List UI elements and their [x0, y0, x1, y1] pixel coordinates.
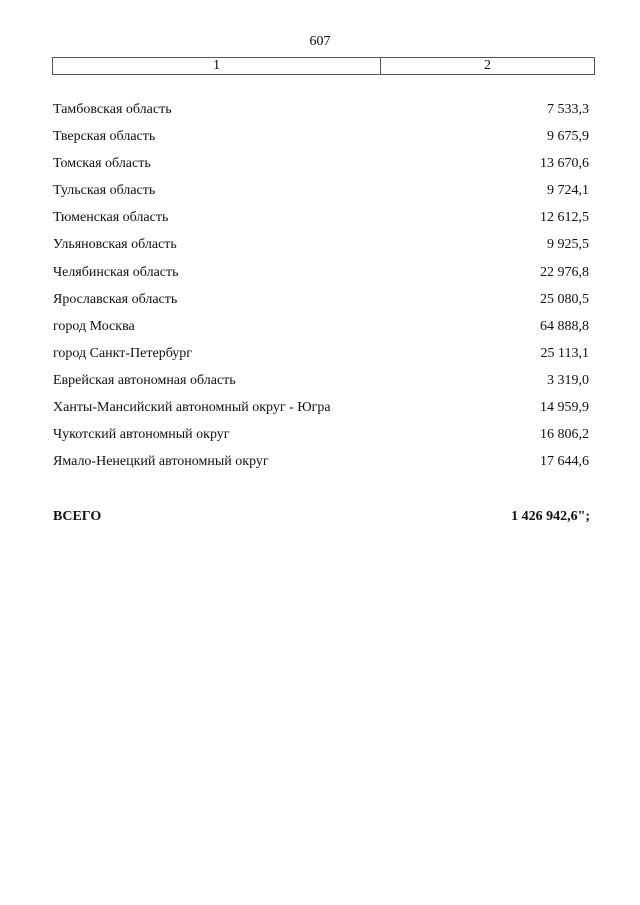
region-name: Тамбовская область	[53, 102, 172, 117]
column-header-1: 1	[53, 58, 381, 74]
table-row: Тамбовская область 7 533,3	[53, 101, 589, 128]
table-row: Ханты-Мансийский автономный округ - Югра…	[53, 399, 589, 426]
total-row: ВСЕГО 1 426 942,6";	[53, 509, 590, 525]
region-value: 17 644,6	[540, 454, 589, 470]
table-row: Тульская область 9 724,1	[53, 182, 589, 209]
table-body: Тамбовская область 7 533,3 Тверская област…	[53, 101, 589, 480]
page-number: 607	[309, 34, 331, 49]
table-row: город Санкт-Петербург 25 113,1	[53, 345, 589, 372]
column-header-2: 2	[484, 58, 491, 73]
region-name: Челябинская область	[53, 264, 179, 280]
region-name: Томская область	[53, 156, 151, 172]
region-value: 9 724,1	[547, 183, 589, 199]
region-value: 14 959,9	[540, 400, 589, 416]
region-name: Ханты-Мансийский автономный округ - Югра	[53, 400, 331, 416]
region-value: 9 675,9	[547, 129, 589, 145]
region-name: Ульяновская область	[53, 237, 177, 253]
region-value: 25 080,5	[540, 291, 589, 307]
region-value: 22 976,8	[540, 264, 589, 280]
region-name: Чукотский автономный округ	[53, 427, 230, 443]
total-label: ВСЕГО	[53, 509, 102, 524]
table-row: Тверская область 9 675,9	[53, 128, 589, 155]
table-row: Томская область 13 670,6	[53, 155, 589, 182]
region-name: Тульская область	[53, 183, 156, 199]
region-value: 25 113,1	[540, 345, 589, 361]
region-value: 9 925,5	[547, 237, 589, 253]
table-row: город Москва 64 888,8	[53, 318, 589, 345]
table-row: Чукотский автономный округ 16 806,2	[53, 426, 589, 453]
total-value: 1 426 942,6";	[511, 509, 590, 524]
table-row: Ярославская область 25 080,5	[53, 291, 589, 318]
region-value: 3 319,0	[547, 372, 589, 388]
table-row: Ямало-Ненецкий автономный округ 17 644,6	[53, 453, 589, 480]
region-name: Еврейская автономная область	[53, 372, 236, 388]
region-value: 12 612,5	[540, 210, 589, 226]
region-value: 64 888,8	[540, 318, 589, 334]
region-value: 16 806,2	[540, 427, 589, 443]
region-value: 7 533,3	[547, 102, 589, 117]
table-row: Еврейская автономная область 3 319,0	[53, 372, 589, 399]
region-name: Тверская область	[53, 129, 156, 145]
region-name: Тюменская область	[53, 210, 169, 226]
region-name: Ямало-Ненецкий автономный округ	[53, 454, 269, 470]
region-name: город Санкт-Петербург	[53, 345, 193, 361]
table-row: Ульяновская область 9 925,5	[53, 236, 589, 263]
region-name: Ярославская область	[53, 291, 178, 307]
region-name: город Москва	[53, 318, 135, 334]
table-row: Тюменская область 12 612,5	[53, 209, 589, 236]
table-row: Челябинская область 22 976,8	[53, 264, 589, 291]
region-value: 13 670,6	[540, 156, 589, 172]
table-header: 1 2	[52, 57, 595, 75]
